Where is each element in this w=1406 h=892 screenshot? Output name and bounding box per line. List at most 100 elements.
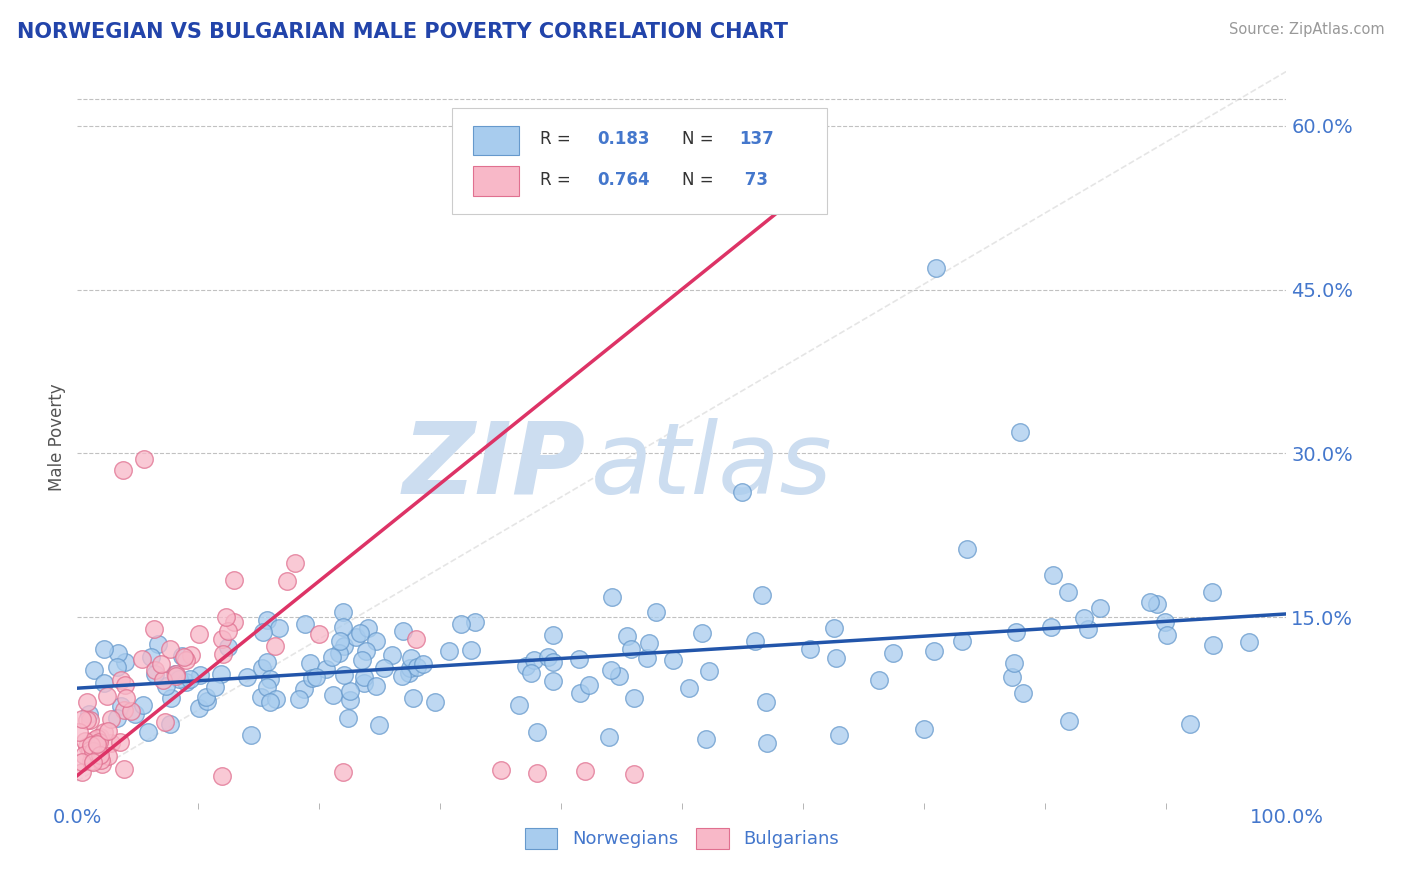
Point: [607, 669, 630, 683]
Point: [956, 542, 979, 557]
Point: [1178, 717, 1201, 731]
Point: [284, 556, 307, 570]
Point: [72, 765, 94, 780]
Point: [215, 610, 238, 624]
Point: [1077, 622, 1099, 636]
Point: [110, 673, 132, 687]
Point: [67, 724, 90, 739]
Point: [321, 649, 343, 664]
Point: [332, 765, 354, 780]
Point: [661, 652, 683, 666]
Point: [526, 766, 548, 780]
Point: [93, 642, 115, 657]
Point: [523, 653, 546, 667]
Point: [568, 686, 591, 700]
Point: [578, 678, 600, 692]
Point: [90, 753, 112, 767]
Point: [100, 712, 122, 726]
Point: [333, 639, 356, 653]
Point: [224, 574, 246, 588]
Point: [93, 724, 115, 739]
Point: [526, 724, 548, 739]
Point: [105, 711, 128, 725]
Point: [96, 689, 118, 703]
Point: [197, 694, 219, 708]
Point: [150, 657, 173, 672]
Point: [751, 588, 773, 602]
Point: [252, 625, 274, 640]
Point: [114, 655, 136, 669]
Point: [204, 680, 226, 694]
Point: [217, 624, 239, 638]
Text: 73: 73: [738, 170, 768, 188]
Point: [76, 739, 98, 753]
Point: [1010, 425, 1032, 439]
Point: [598, 731, 620, 745]
Point: [86, 737, 108, 751]
Point: [464, 615, 486, 629]
Point: [112, 703, 135, 717]
Point: [294, 617, 316, 632]
Point: [267, 621, 290, 635]
Point: [322, 688, 344, 702]
Point: [188, 626, 211, 640]
Point: [412, 657, 434, 671]
Point: [620, 641, 643, 656]
Text: ZIP: ZIP: [402, 417, 585, 515]
Point: [1005, 625, 1028, 640]
Point: [211, 768, 233, 782]
Point: [165, 666, 187, 681]
Point: [79, 743, 101, 757]
Point: [1139, 595, 1161, 609]
Point: [1056, 585, 1078, 599]
Point: [1040, 620, 1063, 634]
Point: [110, 699, 132, 714]
Point: [172, 648, 194, 663]
Point: [636, 650, 658, 665]
Point: [72, 712, 94, 726]
FancyBboxPatch shape: [453, 108, 827, 214]
Point: [174, 653, 197, 667]
Point: [89, 735, 111, 749]
Point: [79, 713, 101, 727]
Point: [744, 633, 766, 648]
Point: [353, 670, 375, 684]
Point: [259, 695, 281, 709]
Point: [678, 681, 700, 696]
Point: [332, 605, 354, 619]
Point: [1073, 611, 1095, 625]
Point: [80, 754, 103, 768]
Point: [76, 713, 98, 727]
Point: [209, 667, 232, 681]
Point: [188, 667, 211, 681]
Legend: Norwegians, Bulgarians: Norwegians, Bulgarians: [517, 821, 846, 856]
Point: [922, 643, 945, 657]
Point: [645, 606, 668, 620]
Text: atlas: atlas: [592, 417, 832, 515]
Point: [399, 651, 422, 665]
Point: [188, 701, 211, 715]
Point: [224, 615, 246, 629]
Point: [950, 633, 973, 648]
Point: [336, 711, 359, 725]
Point: [256, 681, 278, 695]
Point: [112, 762, 135, 776]
Point: [352, 653, 374, 667]
Point: [349, 626, 371, 640]
Point: [695, 732, 717, 747]
Point: [543, 628, 565, 642]
Point: [508, 698, 530, 712]
Point: [256, 656, 278, 670]
Point: [259, 673, 281, 687]
Point: [344, 630, 367, 644]
Point: [541, 655, 564, 669]
Text: R =: R =: [540, 130, 571, 148]
Point: [143, 623, 166, 637]
Point: [574, 764, 596, 779]
Point: [160, 691, 183, 706]
Point: [211, 648, 233, 662]
Point: [823, 621, 845, 635]
Point: [623, 767, 645, 781]
Point: [124, 706, 146, 721]
Point: [165, 666, 187, 681]
